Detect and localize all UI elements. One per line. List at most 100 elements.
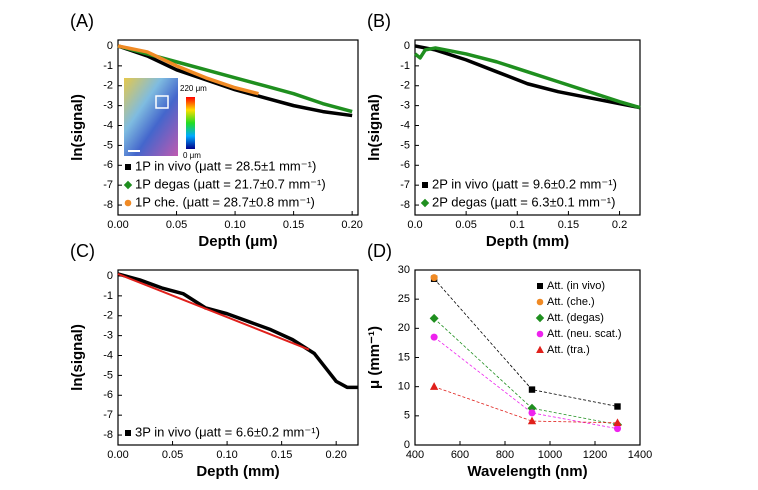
y-tick-label: -1: [400, 60, 410, 72]
x-tick-label: 600: [451, 449, 469, 461]
legend-swatch: [123, 180, 133, 190]
marker: [528, 386, 536, 393]
legend-swatch: [537, 283, 543, 289]
panel-label: (B): [367, 11, 391, 31]
legend-label: 1P che. (μatt = 28.7±0.8 mm⁻¹): [135, 194, 315, 209]
legend-item: 3P in vivo (μatt = 6.6±0.2 mm⁻¹): [125, 424, 320, 439]
panel-label: (C): [70, 241, 95, 261]
x-tick-label: 0.05: [162, 449, 183, 461]
marker: [430, 333, 438, 341]
colorbar-label: 0 μm: [183, 151, 201, 160]
y-tick-label: 30: [398, 264, 410, 276]
y-tick-label: -4: [400, 119, 410, 131]
y-axis-label: ln(signal): [69, 94, 86, 161]
y-tick-label: 0: [404, 439, 410, 451]
y-tick-label: 0: [107, 40, 113, 52]
y-tick-label: -6: [103, 159, 113, 171]
y-tick-label: -6: [103, 389, 113, 401]
y-tick-label: -8: [103, 199, 113, 211]
marker: [613, 425, 622, 433]
plot-frame: [414, 39, 641, 216]
legend-item: 1P in vivo (μatt = 28.5±1 mm⁻¹): [125, 158, 316, 173]
y-axis-label: μ (mm⁻¹): [366, 326, 383, 389]
data-line: [117, 44, 259, 96]
panel-label: (A): [70, 11, 94, 31]
x-tick-label: 1000: [538, 449, 562, 461]
legend-label: 1P in vivo (μatt = 28.5±1 mm⁻¹): [135, 158, 316, 173]
trend-line: [433, 386, 618, 424]
y-tick-label: 10: [398, 381, 410, 393]
x-axis-label: Depth (μm): [198, 233, 277, 250]
legend-item: 1P degas (μatt = 21.7±0.7 mm⁻¹): [123, 176, 326, 191]
y-tick-label: -3: [400, 100, 410, 112]
y-tick-label: -4: [103, 349, 113, 361]
data-line: [117, 44, 353, 118]
legend-label: Att. (in vivo): [547, 280, 605, 292]
x-tick-label: 0.05: [166, 219, 187, 231]
marker: [614, 403, 621, 410]
y-tick-label: -3: [103, 100, 113, 112]
plot-frame: [117, 269, 359, 446]
x-axis-label: Wavelength (nm): [467, 463, 587, 480]
data-line: [414, 44, 641, 110]
legend-item: Att. (tra.): [536, 344, 590, 356]
legend-swatch: [536, 345, 544, 353]
y-tick-label: 25: [398, 293, 410, 305]
y-tick-label: 20: [398, 322, 410, 334]
marker: [429, 382, 439, 390]
y-tick-label: -5: [103, 369, 113, 381]
x-tick-label: 0.2: [612, 219, 627, 231]
x-tick-label: 0.10: [216, 449, 237, 461]
y-tick-label: -4: [103, 119, 113, 131]
x-tick-label: 0.00: [107, 449, 128, 461]
legend-item: Att. (in vivo): [537, 280, 605, 292]
legend-label: Att. (degas): [547, 312, 604, 324]
y-axis-label: ln(signal): [366, 94, 383, 161]
marker: [613, 418, 622, 427]
legend-swatch: [420, 198, 430, 208]
x-tick-label: 0.20: [341, 219, 362, 231]
colorbar: [186, 97, 195, 149]
y-tick-label: -7: [103, 409, 113, 421]
x-tick-label: 0.15: [558, 219, 579, 231]
marker: [528, 409, 536, 417]
legend-label: Att. (neu. scat.): [547, 328, 622, 340]
x-tick-label: 0.15: [283, 219, 304, 231]
legend-label: 3P in vivo (μatt = 6.6±0.2 mm⁻¹): [135, 424, 320, 439]
y-tick-label: -5: [400, 139, 410, 151]
legend-swatch: [125, 164, 131, 170]
x-tick-label: 0.00: [107, 219, 128, 231]
legend-swatch: [422, 182, 428, 188]
y-tick-label: -5: [103, 139, 113, 151]
legend-swatch: [535, 313, 545, 323]
y-tick-label: -7: [400, 179, 410, 191]
data-line: [413, 46, 641, 110]
x-tick-label: 0.10: [224, 219, 245, 231]
legend-label: Att. (tra.): [547, 344, 590, 356]
x-tick-label: 0.0: [407, 219, 422, 231]
plot-frame: [414, 269, 641, 446]
panel-label: (D): [367, 241, 392, 261]
y-tick-label: -8: [400, 199, 410, 211]
y-tick-label: -6: [400, 159, 410, 171]
y-tick-label: -1: [103, 60, 113, 72]
x-tick-label: 0.15: [271, 449, 292, 461]
legend-item: Att. (degas): [535, 312, 604, 324]
x-tick-label: 0.20: [325, 449, 346, 461]
y-tick-label: -8: [103, 429, 113, 441]
marker: [527, 416, 537, 425]
data-line: [117, 273, 310, 351]
data-line: [117, 272, 358, 390]
inset-image: [124, 78, 178, 156]
y-tick-label: -2: [400, 80, 410, 92]
y-tick-label: 5: [404, 410, 410, 422]
legend-swatch: [125, 430, 131, 436]
legend-item: Att. (neu. scat.): [536, 328, 622, 340]
y-tick-label: -2: [103, 80, 113, 92]
inset: 220 μm 0 μm: [124, 78, 207, 160]
colorbar-label: 220 μm: [180, 84, 207, 93]
trend-line: [433, 336, 618, 430]
legend-swatch: [124, 199, 132, 207]
inset-roi: [155, 95, 169, 109]
y-axis-label: ln(signal): [69, 324, 86, 391]
